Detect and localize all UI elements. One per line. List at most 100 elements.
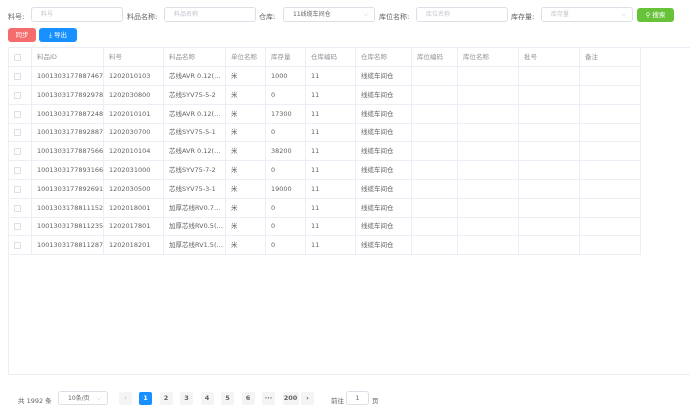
checkbox[interactable] bbox=[14, 167, 21, 174]
warehouse-select[interactable]: 11线缆车间仓 ⌵ bbox=[283, 7, 375, 22]
table-cell: 0 bbox=[266, 85, 306, 105]
checkbox[interactable] bbox=[14, 223, 21, 231]
table-cell bbox=[412, 67, 458, 86]
table-row: 1001303177887248 1202010101 芯线AVR 0.12(… 米 1… bbox=[9, 104, 641, 124]
table-cell bbox=[458, 67, 519, 86]
data-table: 料品ID 料号 料品名称 单位名称 库存量 仓库编码 仓库名称 库位编码 库位名称 批号 备注 100… bbox=[8, 47, 690, 375]
table-row: 1001303177887467 1202010103 芯线AVR 0.12(… 米 1… bbox=[9, 67, 641, 86]
checkbox[interactable] bbox=[14, 73, 21, 80]
search-icon: ⚲ bbox=[645, 11, 653, 19]
table-cell bbox=[580, 236, 641, 256]
table-cell bbox=[519, 198, 580, 218]
page-size-value: 10条/页 bbox=[68, 395, 90, 402]
page-button[interactable]: ··· bbox=[262, 392, 275, 405]
page-button[interactable]: 1 bbox=[139, 392, 152, 405]
page-size-select[interactable]: 10条/页 ⌵ bbox=[58, 391, 108, 405]
page-button[interactable]: 3 bbox=[180, 392, 193, 405]
table-cell bbox=[580, 85, 641, 105]
checkbox[interactable] bbox=[14, 54, 21, 61]
table-cell: 1202030800 bbox=[104, 85, 164, 105]
table-row: 1001303177892691 1202030500 芯线SYV75-3-1 米 19… bbox=[9, 179, 641, 199]
table-cell: 米 bbox=[226, 161, 266, 180]
location-name-input[interactable]: 库位名称 bbox=[416, 7, 508, 22]
next-page-button[interactable]: › bbox=[301, 392, 314, 405]
table-header: 料品ID 料号 料品名称 单位名称 库存量 仓库编码 仓库名称 库位编码 库位名称 批号 备注 bbox=[9, 48, 641, 67]
download-icon: ⤓ bbox=[49, 31, 54, 39]
table-cell bbox=[458, 123, 519, 143]
table-cell: 线缆车间仓 bbox=[356, 217, 412, 237]
table-cell: 17300 bbox=[266, 104, 306, 124]
table-cell bbox=[458, 161, 519, 180]
table-cell: 11 bbox=[306, 161, 356, 180]
column-header: 库位名称 bbox=[458, 48, 519, 67]
table-cell: 加厚芯线RV0.7… bbox=[164, 198, 226, 218]
stock-select[interactable]: 库存量 ⌵ bbox=[541, 7, 633, 22]
checkbox[interactable] bbox=[14, 110, 21, 118]
table-row: 1001303177887566 1202010104 芯线AVR 0.12(… 米 3… bbox=[9, 142, 641, 162]
select-cell bbox=[9, 217, 32, 237]
table-cell bbox=[412, 236, 458, 256]
table-cell: 11 bbox=[306, 142, 356, 162]
table-cell bbox=[458, 142, 519, 162]
item-name-input[interactable]: 料品名称 bbox=[164, 7, 256, 22]
table-cell: 1001303177893166 bbox=[32, 161, 104, 180]
total-count: 共 1992 条 bbox=[18, 397, 52, 405]
page-button[interactable]: 6 bbox=[241, 392, 255, 405]
table-cell bbox=[458, 236, 519, 256]
table-cell: 1001303177887467 bbox=[32, 67, 104, 86]
table-cell: 米 bbox=[226, 104, 266, 124]
stock-placeholder: 库存量 bbox=[551, 11, 570, 18]
checkbox[interactable] bbox=[14, 91, 21, 99]
goto-page-input[interactable]: 1 bbox=[346, 391, 369, 405]
table-cell: 米 bbox=[226, 123, 266, 143]
page-button[interactable]: 200 bbox=[282, 392, 299, 405]
column-header: 库存量 bbox=[266, 48, 306, 67]
table-cell bbox=[519, 123, 580, 143]
stock-label: 库存量: bbox=[511, 13, 535, 21]
export-button[interactable]: ⤓ 导出 bbox=[39, 28, 77, 42]
table-cell: 1202010104 bbox=[104, 142, 164, 162]
select-cell bbox=[9, 142, 32, 162]
table-cell: 芯线AVR 0.12(… bbox=[164, 142, 226, 162]
page-button[interactable]: 5 bbox=[221, 392, 234, 405]
table-cell bbox=[412, 179, 458, 199]
table-cell: 11 bbox=[306, 236, 356, 256]
column-header: 批号 bbox=[519, 48, 580, 67]
export-label: 导出 bbox=[53, 31, 67, 39]
table-cell: 1001303177887566 bbox=[32, 142, 104, 162]
page-button[interactable]: 4 bbox=[200, 392, 214, 405]
chevron-down-icon: ⌵ bbox=[363, 11, 368, 18]
item-no-input[interactable]: 料号 bbox=[31, 7, 123, 22]
search-button[interactable]: ⚲ 搜索 bbox=[637, 8, 674, 22]
table-cell: 1202010101 bbox=[104, 104, 164, 124]
table-cell bbox=[519, 104, 580, 124]
table-cell bbox=[580, 161, 641, 180]
chevron-down-icon: ⌵ bbox=[96, 395, 101, 402]
table-cell: 线缆车间仓 bbox=[356, 104, 412, 124]
checkbox[interactable] bbox=[14, 204, 21, 212]
table-cell bbox=[519, 179, 580, 199]
table-cell: 1001303177887248 bbox=[32, 104, 104, 124]
table-cell: 38200 bbox=[266, 142, 306, 162]
table-cell: 线缆车间仓 bbox=[356, 67, 412, 86]
table-cell: 0 bbox=[266, 198, 306, 218]
table-cell: 11 bbox=[306, 217, 356, 237]
table-cell: 1202030700 bbox=[104, 123, 164, 143]
select-cell bbox=[9, 85, 32, 105]
checkbox[interactable] bbox=[14, 242, 21, 250]
checkbox[interactable] bbox=[14, 148, 21, 156]
table-cell: 米 bbox=[226, 217, 266, 237]
checkbox[interactable] bbox=[14, 129, 21, 137]
table-cell bbox=[519, 142, 580, 162]
table-cell: 米 bbox=[226, 67, 266, 86]
sync-button[interactable]: 同步 bbox=[8, 28, 36, 42]
page-button[interactable]: 2 bbox=[159, 392, 173, 405]
checkbox[interactable] bbox=[14, 185, 21, 193]
table-cell: 1001303177892978 bbox=[32, 85, 104, 105]
table-cell bbox=[458, 85, 519, 105]
table-cell bbox=[412, 217, 458, 237]
prev-page-button[interactable]: ‹ bbox=[119, 392, 132, 405]
goto-suffix: 页 bbox=[372, 397, 379, 405]
table-cell: 芯线SYV75-3-1 bbox=[164, 179, 226, 199]
table-cell bbox=[580, 179, 641, 199]
